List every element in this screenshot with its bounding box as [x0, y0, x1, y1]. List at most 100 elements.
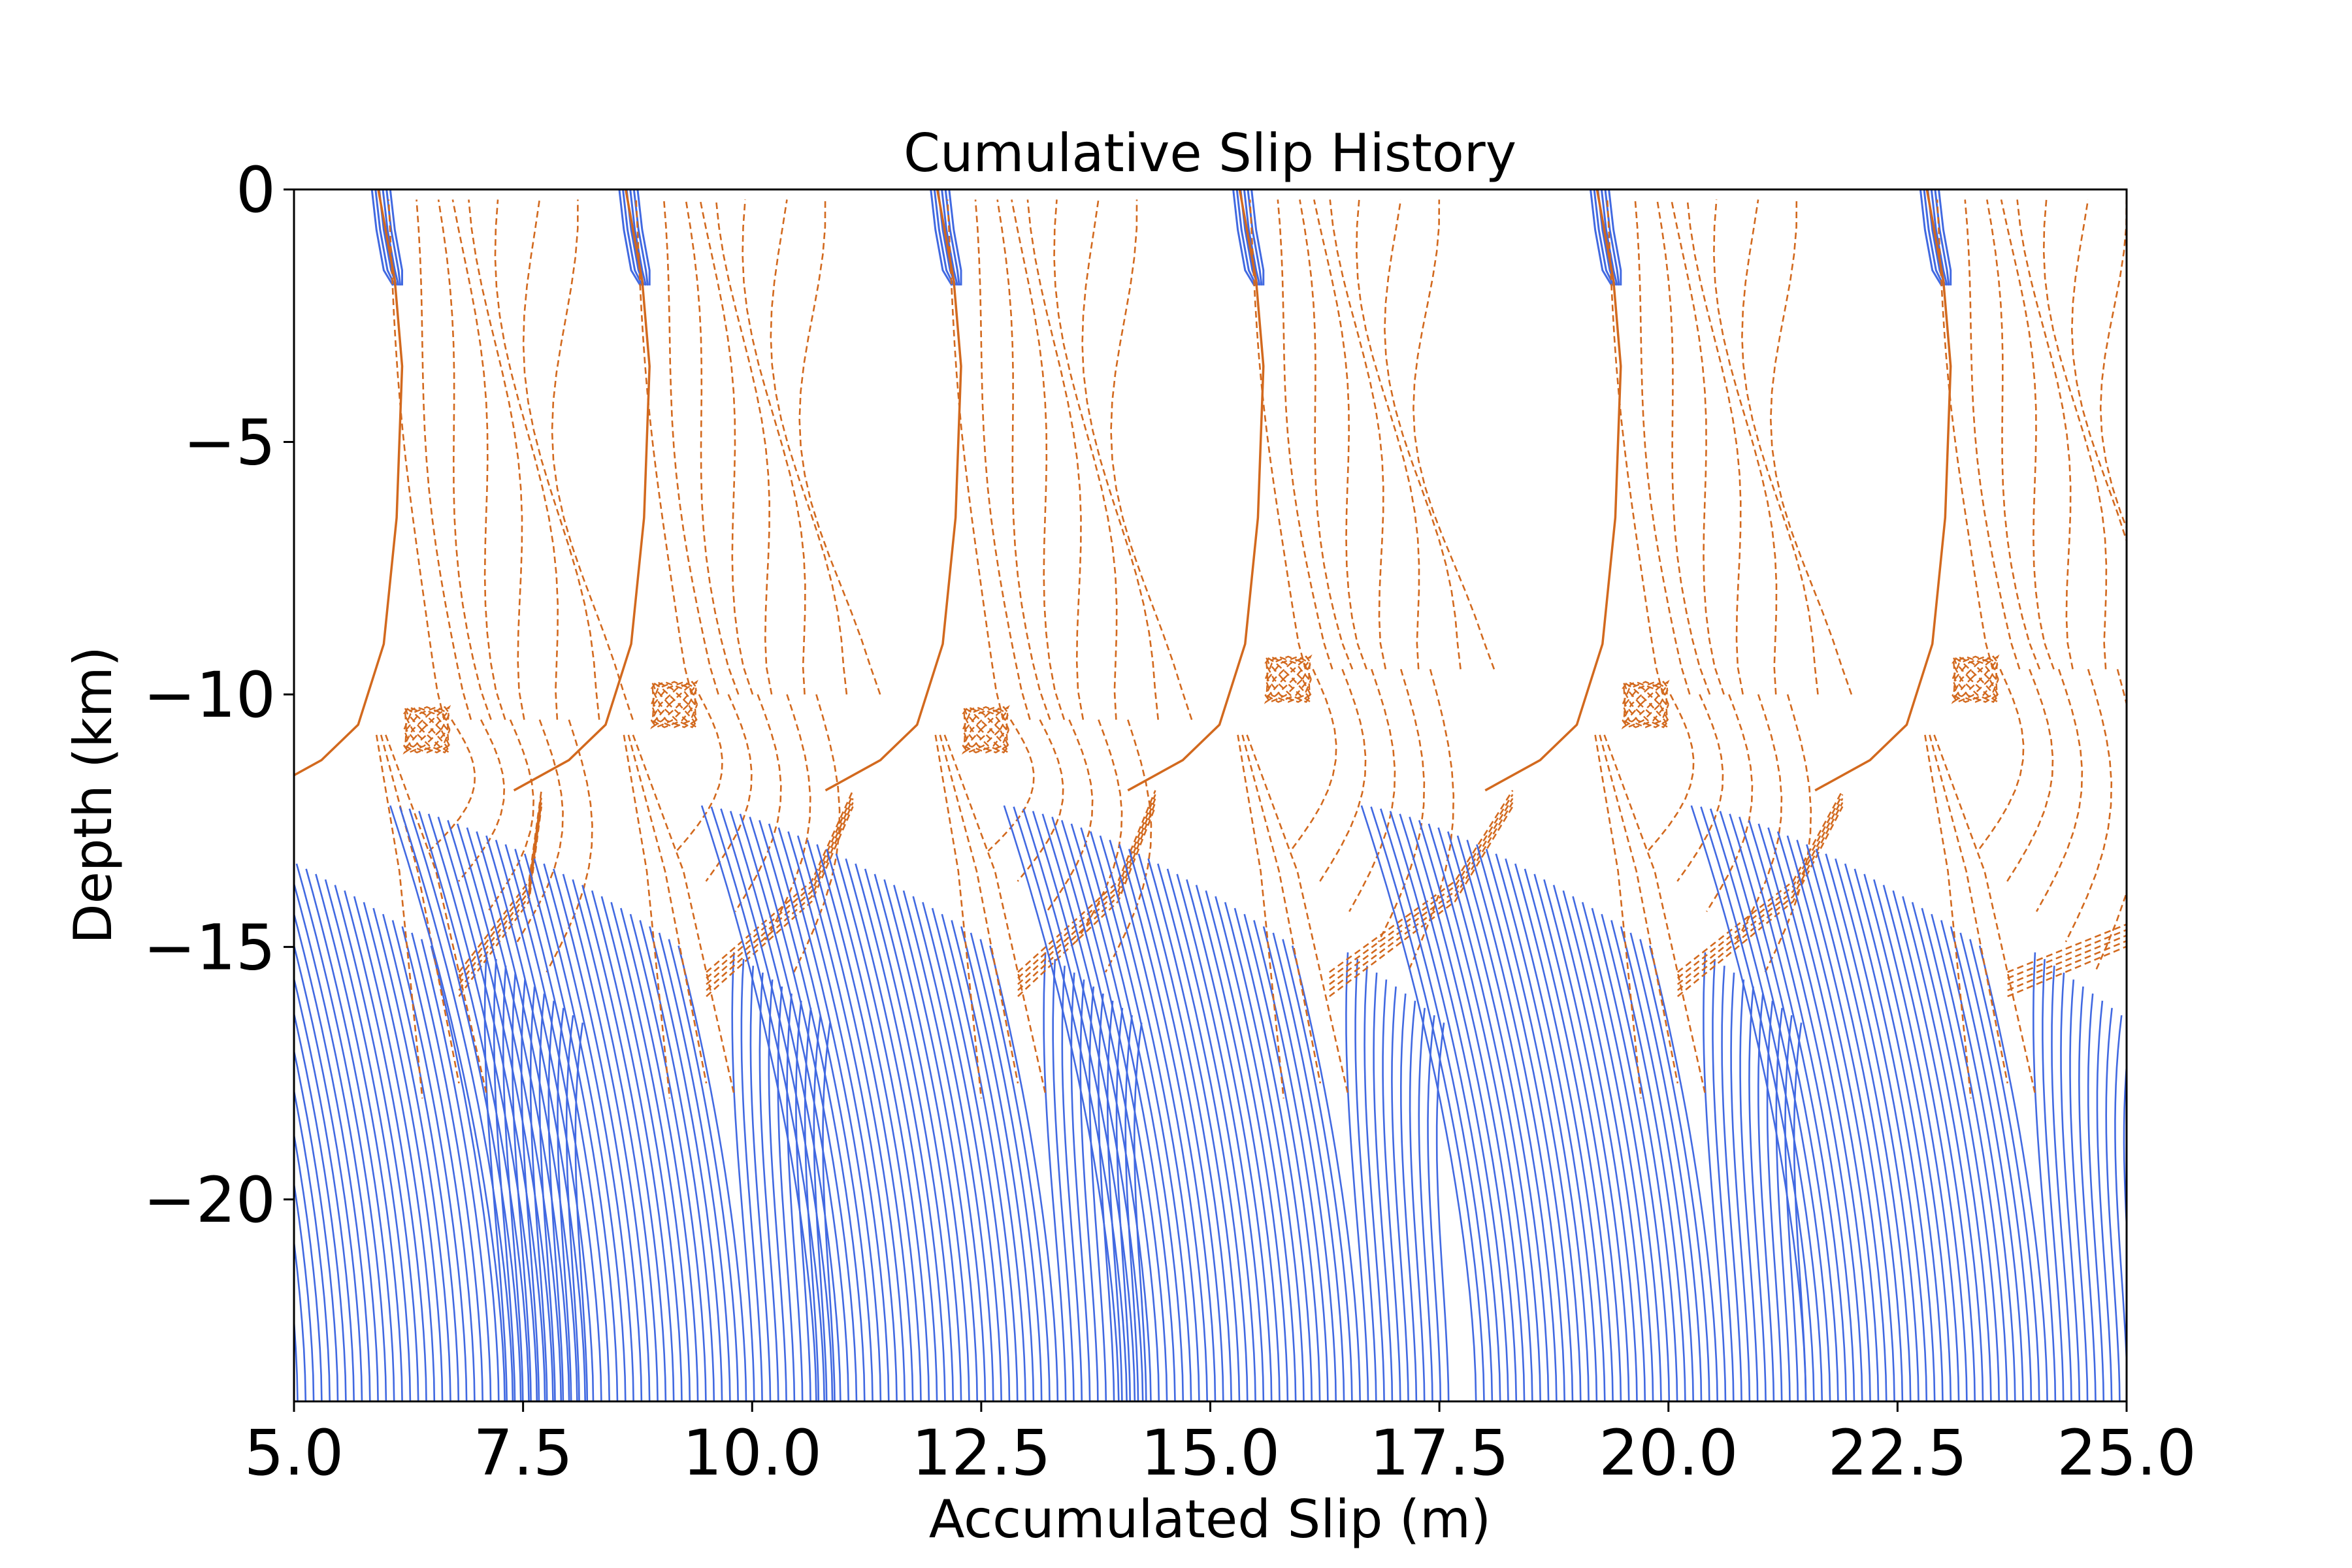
interseismic-line [1224, 902, 1305, 1401]
interseismic-line [1003, 805, 1120, 1401]
interseismic-line [1282, 939, 1353, 1401]
interseismic-line [1205, 890, 1289, 1401]
coseismic-isochrone [522, 199, 600, 720]
interseismic-line [1721, 966, 1742, 1401]
interseismic-line [420, 939, 492, 1401]
coseismic-isochrone [437, 199, 492, 721]
interseismic-line [1863, 874, 1952, 1401]
interseismic-line [1345, 952, 1369, 1401]
interseismic-line [1262, 926, 1337, 1401]
nucleation-ring [963, 706, 1009, 754]
interseismic-line [1176, 874, 1265, 1401]
interseismic-line [437, 817, 546, 1401]
deep-rupture-line [1594, 734, 1642, 1099]
interseismic-line [294, 880, 379, 1401]
interseismic-line [1739, 979, 1759, 1401]
interseismic-line [2069, 979, 2089, 1401]
coseismic-isochrone [676, 694, 723, 852]
coseismic-isochrone [1647, 694, 1695, 852]
interseismic-line [1610, 920, 1686, 1401]
interseismic-line [483, 952, 508, 1401]
interseismic-line [1748, 820, 1855, 1401]
interseismic-line [1109, 840, 1208, 1401]
interseismic-line [1825, 853, 1919, 1401]
coseismic-isochrone [1290, 668, 1337, 852]
interseismic-line [970, 932, 1043, 1401]
interseismic-line [777, 986, 796, 1401]
interseismic-line [1051, 817, 1160, 1401]
interseismic-line [1591, 907, 1671, 1401]
interseismic-line [1892, 890, 1976, 1401]
interseismic-line [1291, 945, 1361, 1401]
interseismic-line [476, 831, 578, 1401]
interseismic-line [1428, 823, 1533, 1401]
interseismic-line [989, 945, 1059, 1401]
interseismic-line [1147, 858, 1241, 1401]
interseismic-line [391, 920, 468, 1401]
afterslip-line [618, 189, 642, 286]
interseismic-line [795, 1000, 811, 1401]
interseismic-line [941, 913, 1019, 1401]
interseismic-line [806, 840, 906, 1401]
interseismic-line [418, 811, 530, 1401]
interseismic-line [787, 831, 890, 1401]
coseismic-isochrone [1053, 199, 1118, 720]
deep-rupture-line [1924, 734, 1972, 1099]
afterslip-line [1600, 189, 1618, 286]
interseismic-line [759, 972, 779, 1401]
interseismic-line [1639, 939, 1710, 1401]
afterslip-line [948, 189, 962, 286]
interseismic-line [1873, 879, 1960, 1401]
nucleation-ring [650, 681, 698, 728]
deep-rupture-line [1237, 734, 1284, 1099]
interseismic-line [408, 808, 522, 1401]
coseismic-isochrone [457, 719, 506, 882]
coseismic-isochrone [1011, 199, 1066, 720]
interseismic-line [523, 853, 619, 1401]
interseismic-line [668, 939, 739, 1401]
x-tick-label: 5.0 [244, 1416, 344, 1490]
nucleation-ring [1622, 681, 1669, 728]
afterslip-line [389, 189, 403, 286]
interseismic-line [1128, 849, 1224, 1401]
interseismic-line [581, 885, 667, 1401]
nucleation-ring [403, 706, 451, 754]
interseismic-line [1700, 806, 1815, 1401]
interseismic-line [1648, 945, 1718, 1401]
y-tick-label: 0 [236, 154, 276, 227]
interseismic-line [1709, 808, 1823, 1401]
coseismic-isochrone [1977, 668, 2025, 852]
interseismic-line [1757, 823, 1863, 1401]
interseismic-line [1748, 986, 1767, 1401]
interseismic-line [1562, 890, 1646, 1401]
interseismic-line [495, 840, 595, 1401]
coseismic-isochrone [947, 199, 1004, 720]
afterslip-line [374, 189, 396, 286]
interseismic-line [1524, 868, 1614, 1401]
interseismic-line [1399, 993, 1418, 1401]
nucleation-ring [651, 681, 697, 728]
interseismic-line [1389, 811, 1501, 1401]
coseismic-isochrone [699, 199, 754, 695]
x-tick-label: 25.0 [2057, 1416, 2197, 1490]
interseismic-line [749, 966, 772, 1401]
interseismic-line [1186, 879, 1273, 1401]
interseismic-line [1601, 913, 1678, 1401]
interevent-band [1676, 802, 1844, 991]
nucleation-ring [962, 706, 1010, 754]
interseismic-line [1124, 1015, 1139, 1401]
coseismic-isochrone [546, 719, 593, 973]
coseismic-isochrone [416, 199, 472, 720]
interseismic-line [1447, 831, 1550, 1401]
interseismic-line [1409, 1000, 1426, 1401]
interseismic-line [2042, 958, 2065, 1401]
interevent-band [1017, 798, 1156, 985]
interseismic-line [1766, 1000, 1783, 1401]
interevent-band [458, 798, 542, 985]
interseismic-line [855, 863, 946, 1401]
interseismic-line [294, 1086, 331, 1401]
interseismic-line [1373, 972, 1394, 1401]
interseismic-line [902, 890, 987, 1401]
interseismic-line [1195, 885, 1281, 1401]
